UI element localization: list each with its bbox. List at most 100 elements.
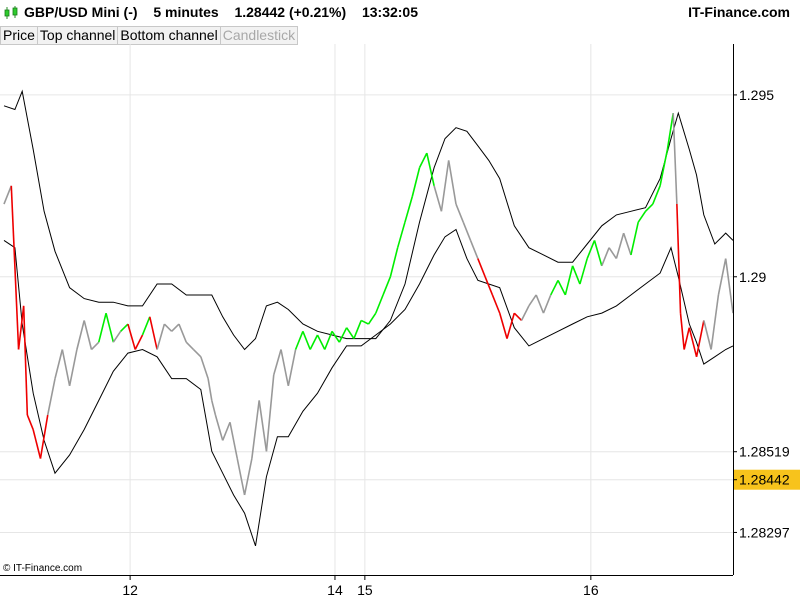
price-segment xyxy=(272,349,282,376)
price-segment-up xyxy=(353,320,362,339)
x-tick-label: 14 xyxy=(327,582,343,598)
price-segment-down xyxy=(10,185,20,350)
price-segment-down xyxy=(683,327,691,350)
price-segment-down xyxy=(676,204,682,314)
x-tick-label: 12 xyxy=(122,582,138,598)
price-segment xyxy=(717,258,727,296)
price-segment-up xyxy=(666,112,675,150)
price-segment-down xyxy=(134,334,144,350)
price-segment-down xyxy=(127,323,136,350)
price-segment xyxy=(462,221,472,241)
price-segment xyxy=(535,294,545,314)
price-segment-up xyxy=(550,280,559,296)
price-segment xyxy=(46,378,56,416)
price-segment xyxy=(447,160,457,205)
price-segment-down xyxy=(149,316,158,350)
price-segment xyxy=(622,232,632,256)
price-segment-up xyxy=(294,331,304,350)
price-segment-up xyxy=(141,316,151,336)
price-segment xyxy=(192,348,202,358)
tab-top-channel[interactable]: Top channel xyxy=(36,26,119,45)
copyright-label: © IT-Finance.com xyxy=(3,563,82,574)
price-segment xyxy=(265,374,275,452)
price-segment xyxy=(520,305,530,321)
price-segment-up xyxy=(302,331,311,350)
top-channel-line xyxy=(3,89,734,351)
y-tick-label: 1.295 xyxy=(739,87,774,103)
price-segment-up xyxy=(426,152,435,187)
price-segment-up xyxy=(564,265,574,296)
price-segment-down xyxy=(26,414,34,430)
price-segment xyxy=(542,294,552,314)
price-segment xyxy=(455,203,465,223)
time-axis: 12 14 15 16 xyxy=(122,575,599,598)
price-segment xyxy=(178,323,187,343)
price-segment-up xyxy=(652,185,661,205)
price-segment xyxy=(210,400,217,416)
price-segment-up xyxy=(630,222,640,256)
price-segment-down xyxy=(22,305,29,415)
price-segment xyxy=(54,349,64,379)
price-segment xyxy=(214,414,224,441)
price-segment-down xyxy=(506,312,516,339)
price-segment xyxy=(258,400,268,452)
price-segment xyxy=(469,240,479,259)
grid xyxy=(0,44,733,575)
price-segment xyxy=(440,160,450,212)
price-segment-up xyxy=(396,221,406,248)
price-segment xyxy=(615,232,625,259)
price-segment xyxy=(601,247,610,267)
instrument-info: GBP/USD Mini (-) 5 minutes 1.28442 (+0.2… xyxy=(24,4,418,20)
indicator-tabs: Price Top channel Bottom channel Candles… xyxy=(0,26,299,45)
tab-candlestick[interactable]: Candlestick xyxy=(219,26,299,45)
price-segment-up xyxy=(389,247,399,277)
price-segment xyxy=(171,323,180,332)
price-segment-up xyxy=(375,294,384,314)
price-segment-up xyxy=(586,240,596,259)
price-segment-down xyxy=(17,305,25,350)
series xyxy=(3,89,734,547)
price-segment xyxy=(112,330,122,343)
price-segment-up xyxy=(331,330,341,343)
price-segment-up xyxy=(637,210,647,223)
price-axis: 1.295 1.29 1.28519 1.28442 1.28297 xyxy=(733,87,800,540)
price-segment xyxy=(236,458,246,496)
price-segment-up xyxy=(97,312,107,343)
price-segment-up xyxy=(309,334,319,350)
price-segment-up xyxy=(345,327,355,340)
price-segment xyxy=(200,356,209,379)
price-segment-up xyxy=(360,319,369,325)
instrument-symbol: GBP/USD Mini (-) xyxy=(24,4,138,20)
price-segment-down xyxy=(491,294,501,314)
price-segment-up xyxy=(324,331,333,350)
price-marker-label: 1.28519 xyxy=(739,444,790,460)
price-segment xyxy=(608,247,618,260)
price-segment xyxy=(243,458,253,496)
current-price-label: 1.28442 xyxy=(739,472,790,488)
current-price-box xyxy=(734,469,800,490)
price-segment-down xyxy=(477,258,486,278)
y-tick-label: 1.29 xyxy=(739,269,766,285)
price-segment-up xyxy=(411,167,421,197)
price-segment-down xyxy=(32,429,42,459)
price-segment-down xyxy=(498,312,508,339)
price-segment xyxy=(3,185,13,205)
price-segment xyxy=(185,341,195,351)
chart-header: GBP/USD Mini (-) 5 minutes 1.28442 (+0.2… xyxy=(0,0,800,26)
price-segment-up xyxy=(382,276,392,296)
price-segment-down xyxy=(695,320,705,357)
price-segment xyxy=(156,323,166,350)
price-segment xyxy=(672,113,678,205)
price-segment-up xyxy=(571,265,581,285)
price-segment-up xyxy=(120,323,129,332)
price-segment-up xyxy=(644,203,654,212)
bottom-channel-line xyxy=(3,228,734,547)
price-segment-up xyxy=(404,196,414,223)
tab-price[interactable]: Price xyxy=(0,26,38,45)
tab-bottom-channel[interactable]: Bottom channel xyxy=(117,26,221,45)
price-segment-up xyxy=(338,327,348,343)
price-segment xyxy=(287,349,297,387)
price-segment xyxy=(433,185,443,212)
price-segment-up xyxy=(105,312,115,343)
